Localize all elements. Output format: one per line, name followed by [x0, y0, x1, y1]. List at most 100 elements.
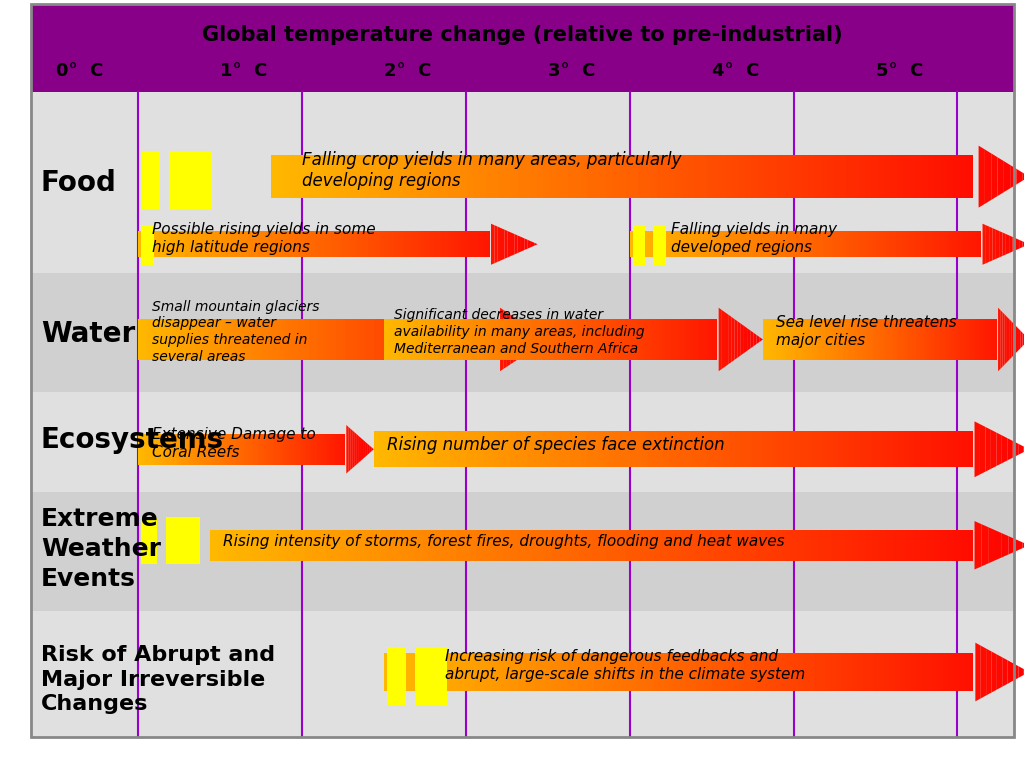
Polygon shape — [674, 653, 680, 691]
Polygon shape — [1001, 435, 1008, 463]
Polygon shape — [526, 319, 529, 359]
Polygon shape — [821, 432, 827, 467]
Polygon shape — [976, 319, 978, 359]
Polygon shape — [422, 319, 425, 359]
Polygon shape — [1001, 533, 1009, 558]
Polygon shape — [803, 231, 806, 257]
Polygon shape — [720, 231, 723, 257]
Polygon shape — [945, 319, 947, 359]
Polygon shape — [964, 432, 969, 467]
Polygon shape — [434, 432, 439, 467]
Polygon shape — [373, 155, 379, 198]
Polygon shape — [681, 319, 684, 359]
Polygon shape — [986, 648, 991, 696]
Polygon shape — [860, 319, 862, 359]
Polygon shape — [587, 432, 592, 467]
Polygon shape — [442, 530, 449, 561]
Polygon shape — [582, 432, 587, 467]
Polygon shape — [248, 319, 251, 359]
Polygon shape — [411, 653, 416, 691]
Polygon shape — [290, 434, 291, 465]
Polygon shape — [665, 319, 669, 359]
Polygon shape — [211, 434, 213, 465]
Polygon shape — [510, 319, 513, 359]
Polygon shape — [740, 323, 743, 356]
Polygon shape — [217, 530, 223, 561]
Polygon shape — [225, 231, 228, 257]
Polygon shape — [545, 319, 548, 359]
Polygon shape — [439, 432, 444, 467]
Polygon shape — [757, 335, 760, 344]
Polygon shape — [555, 155, 562, 198]
Polygon shape — [631, 432, 636, 467]
Polygon shape — [1016, 326, 1018, 353]
Polygon shape — [297, 434, 299, 465]
Polygon shape — [213, 434, 215, 465]
Polygon shape — [358, 435, 360, 463]
Polygon shape — [543, 432, 549, 467]
Polygon shape — [726, 155, 732, 198]
Polygon shape — [317, 231, 322, 257]
Polygon shape — [258, 434, 260, 465]
Polygon shape — [138, 434, 140, 465]
Text: 5°  C: 5° C — [876, 61, 923, 80]
Polygon shape — [282, 319, 285, 359]
Polygon shape — [963, 231, 966, 257]
Bar — [169, 151, 212, 209]
Polygon shape — [381, 319, 384, 359]
Polygon shape — [449, 653, 454, 691]
Polygon shape — [474, 231, 477, 257]
Polygon shape — [996, 654, 1002, 690]
Polygon shape — [660, 530, 668, 561]
Polygon shape — [841, 653, 846, 691]
Polygon shape — [767, 319, 770, 359]
Polygon shape — [915, 319, 919, 359]
Polygon shape — [884, 653, 889, 691]
Polygon shape — [152, 231, 155, 257]
Polygon shape — [223, 319, 227, 359]
Polygon shape — [394, 231, 397, 257]
Polygon shape — [316, 434, 318, 465]
Polygon shape — [906, 530, 913, 561]
Polygon shape — [175, 434, 177, 465]
Polygon shape — [693, 319, 696, 359]
Polygon shape — [372, 231, 375, 257]
Polygon shape — [209, 434, 211, 465]
Polygon shape — [264, 434, 266, 465]
Polygon shape — [843, 319, 845, 359]
Polygon shape — [152, 319, 156, 359]
Polygon shape — [408, 319, 412, 359]
Polygon shape — [729, 530, 735, 561]
Polygon shape — [362, 439, 364, 460]
Polygon shape — [170, 434, 172, 465]
Polygon shape — [186, 319, 189, 359]
Polygon shape — [280, 434, 282, 465]
Polygon shape — [887, 432, 893, 467]
Polygon shape — [284, 434, 286, 465]
Polygon shape — [274, 231, 279, 257]
Polygon shape — [958, 319, 961, 359]
Polygon shape — [530, 530, 538, 561]
Polygon shape — [936, 231, 939, 257]
Polygon shape — [774, 319, 776, 359]
Polygon shape — [618, 155, 625, 198]
Polygon shape — [780, 319, 782, 359]
Polygon shape — [385, 155, 391, 198]
Polygon shape — [647, 530, 653, 561]
Polygon shape — [457, 319, 460, 359]
Polygon shape — [215, 231, 218, 257]
Polygon shape — [867, 653, 873, 691]
Polygon shape — [141, 319, 145, 359]
Polygon shape — [367, 155, 373, 198]
Polygon shape — [260, 434, 262, 465]
Polygon shape — [341, 231, 344, 257]
Polygon shape — [189, 434, 191, 465]
Polygon shape — [946, 231, 949, 257]
Polygon shape — [164, 434, 166, 465]
Polygon shape — [271, 155, 278, 198]
Polygon shape — [729, 432, 734, 467]
Polygon shape — [389, 653, 395, 691]
Polygon shape — [387, 319, 390, 359]
Polygon shape — [938, 319, 940, 359]
Polygon shape — [715, 530, 722, 561]
